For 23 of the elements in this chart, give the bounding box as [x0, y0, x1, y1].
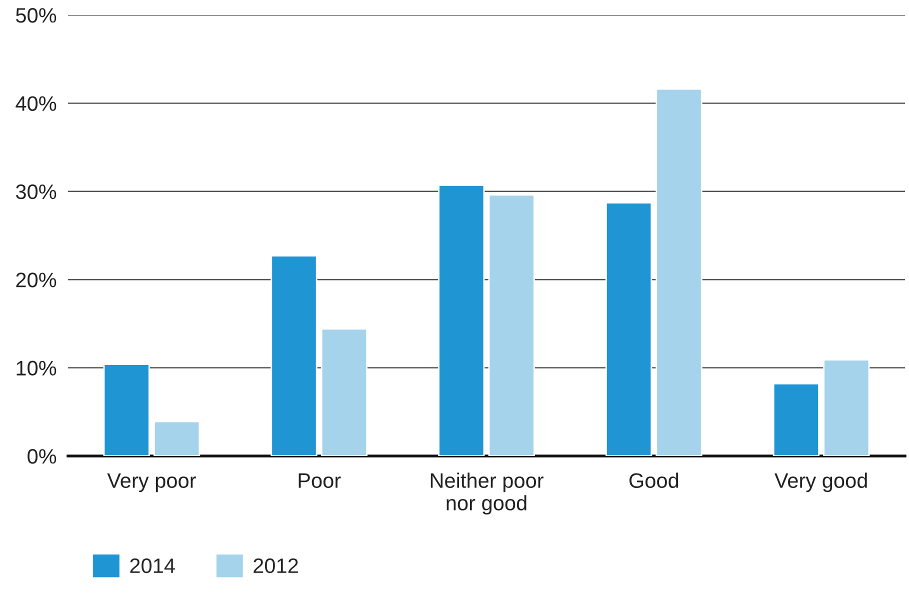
bar: [823, 359, 870, 456]
bar: [772, 382, 820, 456]
y-tick-label: 30%: [16, 184, 56, 200]
bar: [154, 420, 200, 456]
bar: [605, 202, 652, 456]
x-tick-label: Neither poor nor good: [430, 472, 544, 515]
y-tick-label: 40%: [16, 96, 56, 111]
legend-label: 2012: [254, 558, 298, 574]
bar: [270, 255, 318, 456]
legend-label: 2014: [130, 558, 175, 574]
x-tick-label: Very good: [774, 472, 867, 492]
bar: [103, 364, 150, 456]
x-tick-label: Poor: [298, 473, 341, 488]
bar: [320, 328, 368, 456]
bar: [488, 194, 535, 456]
bar: [656, 88, 702, 456]
y-tick-label: 0%: [28, 449, 56, 464]
y-tick-label: 10%: [16, 360, 56, 376]
y-tick-label: 50%: [16, 8, 56, 23]
x-tick-label: Very poor: [107, 473, 196, 492]
bar: [438, 184, 485, 456]
y-tick-label: 20%: [16, 272, 56, 288]
x-tick-label: Good: [629, 472, 678, 488]
